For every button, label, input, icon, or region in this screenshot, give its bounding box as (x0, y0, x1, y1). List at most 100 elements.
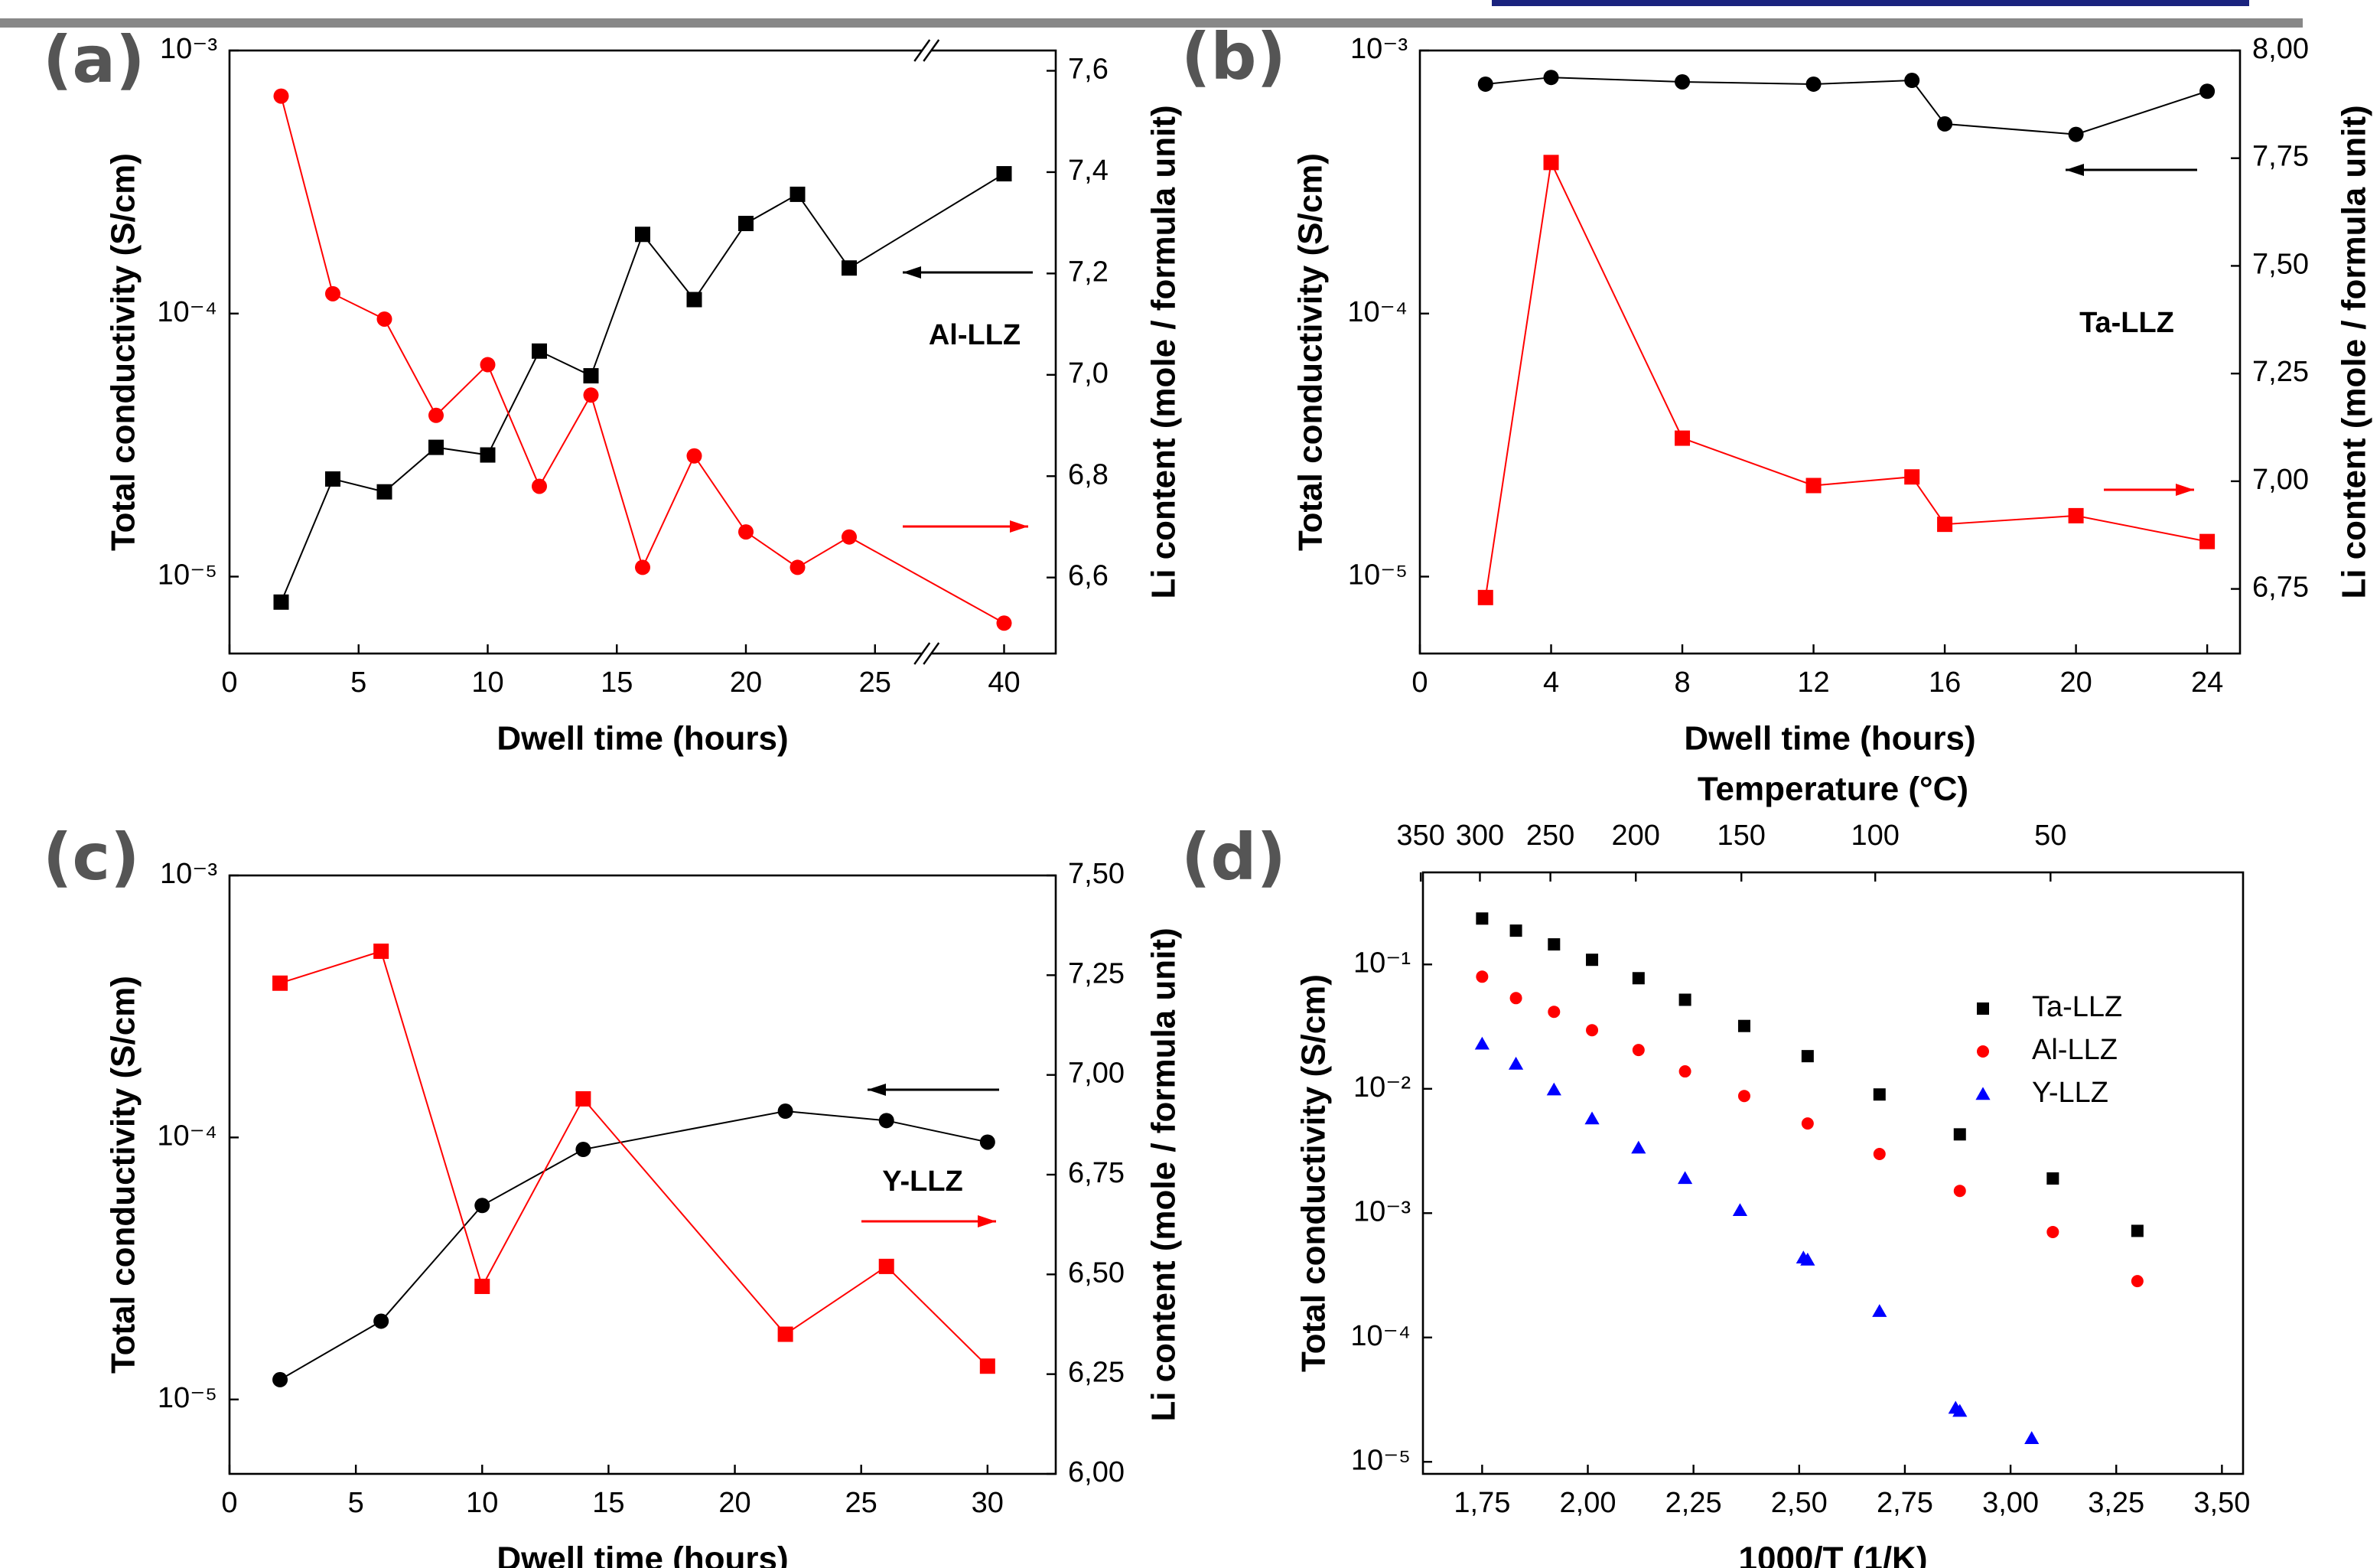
x-tick-label: 2,00 (1560, 1487, 1617, 1519)
marker (1937, 116, 1953, 132)
marker (1509, 992, 1522, 1005)
series-line (279, 950, 988, 1367)
marker (738, 216, 754, 232)
marker (1873, 1147, 1886, 1160)
marker (1977, 1002, 1989, 1015)
x-tick-label: 8 (1674, 667, 1690, 699)
marker (2024, 1431, 2040, 1444)
marker (996, 166, 1012, 182)
marker (1873, 1088, 1886, 1101)
marker (2131, 1224, 2144, 1237)
x-tick-label: 24 (2191, 667, 2223, 699)
x2-tick-label: 50 (2034, 820, 2066, 852)
marker (1543, 155, 1559, 171)
y2-axis-title: Li content (mole / formula unit) (1145, 927, 1183, 1421)
x-tick-label: 40 (988, 667, 1020, 699)
marker (2131, 1275, 2144, 1288)
y2-tick-label: 6,25 (1068, 1357, 1125, 1389)
y-tick-label: 10⁻³ (160, 858, 217, 890)
marker (1678, 993, 1691, 1006)
marker (1477, 589, 1493, 605)
y-tick-label: 10⁻⁵ (1348, 559, 1408, 592)
x-tick-label: 10 (471, 667, 503, 699)
series-line (1485, 77, 2208, 135)
marker (480, 357, 496, 373)
x-tick-label: 20 (718, 1487, 750, 1519)
marker (376, 311, 392, 327)
marker (272, 1371, 288, 1387)
axis-arrow-head (868, 1084, 886, 1096)
axis-arrow-head (2066, 164, 2084, 176)
marker (373, 1313, 389, 1329)
marker (1508, 1056, 1524, 1070)
marker (1801, 1117, 1814, 1130)
marker (273, 594, 289, 610)
marker (790, 559, 806, 575)
marker (428, 407, 444, 423)
panel-label: (a) (43, 22, 145, 97)
x2-tick-label: 100 (1851, 820, 1899, 852)
y2-tick-label: 7,25 (2252, 356, 2309, 388)
marker (1675, 73, 1691, 90)
x2-tick-label: 200 (1612, 820, 1660, 852)
x-axis-title: Dwell time (hours) (497, 720, 788, 758)
marker (1631, 1140, 1646, 1154)
marker (686, 292, 702, 308)
x-tick-label: 0 (221, 667, 237, 699)
legend-label: Ta-LLZ (2032, 991, 2122, 1023)
marker (1801, 1050, 1814, 1063)
marker (1953, 1128, 1966, 1141)
marker (1632, 1044, 1645, 1057)
y-tick-label: 10⁻⁵ (1351, 1444, 1411, 1476)
marker (979, 1358, 995, 1374)
y-tick-label: 10⁻⁴ (157, 1120, 217, 1152)
x-tick-label: 10 (466, 1487, 498, 1519)
marker (474, 1198, 490, 1214)
x2-tick-label: 300 (1456, 820, 1504, 852)
annotation: Al-LLZ (929, 319, 1021, 351)
y-tick-label: 10⁻³ (1350, 33, 1408, 65)
y2-tick-label: 6,00 (1068, 1456, 1125, 1488)
marker (1477, 76, 1493, 92)
x2-tick-label: 250 (1526, 820, 1574, 852)
axis-arrow-head (1010, 520, 1028, 533)
x-tick-label: 0 (1411, 667, 1428, 699)
marker (1732, 1203, 1748, 1217)
marker (583, 387, 599, 403)
series-line (279, 1110, 988, 1381)
x-tick-label: 30 (972, 1487, 1004, 1519)
marker (575, 1142, 591, 1158)
y2-tick-label: 7,50 (1068, 858, 1125, 890)
marker (1737, 1090, 1750, 1103)
axis-break-mark (923, 39, 940, 62)
marker (583, 368, 599, 384)
marker (878, 1113, 894, 1129)
x-tick-label: 20 (2059, 667, 2092, 699)
marker (1937, 517, 1953, 533)
marker (1474, 1036, 1490, 1050)
x-tick-label: 3,25 (2088, 1487, 2144, 1519)
y2-tick-label: 7,4 (1068, 155, 1109, 187)
header-bar (1492, 0, 2249, 6)
marker (1977, 1045, 1989, 1058)
x-axis-title: 1000/T (1/K) (1739, 1540, 1928, 1568)
y-axis-title: Total conductivity (S/cm) (105, 976, 142, 1374)
y-tick-label: 10⁻³ (160, 33, 217, 65)
legend-entry: Y-LLZ (2032, 1077, 2108, 1109)
marker (273, 88, 289, 104)
x-tick-label: 0 (221, 1487, 237, 1519)
legend-label: Al-LLZ (2032, 1034, 2118, 1066)
x2-axis-title: Temperature (°C) (1698, 771, 1968, 808)
axis-break-gap (922, 44, 932, 57)
marker (635, 559, 650, 575)
x-tick-label: 5 (348, 1487, 364, 1519)
marker (1677, 1171, 1693, 1185)
marker (376, 484, 392, 500)
axis-break-gap (922, 647, 932, 660)
marker (325, 285, 340, 302)
legend-label: Y-LLZ (2032, 1077, 2108, 1109)
marker (480, 447, 496, 463)
x-tick-label: 20 (730, 667, 762, 699)
